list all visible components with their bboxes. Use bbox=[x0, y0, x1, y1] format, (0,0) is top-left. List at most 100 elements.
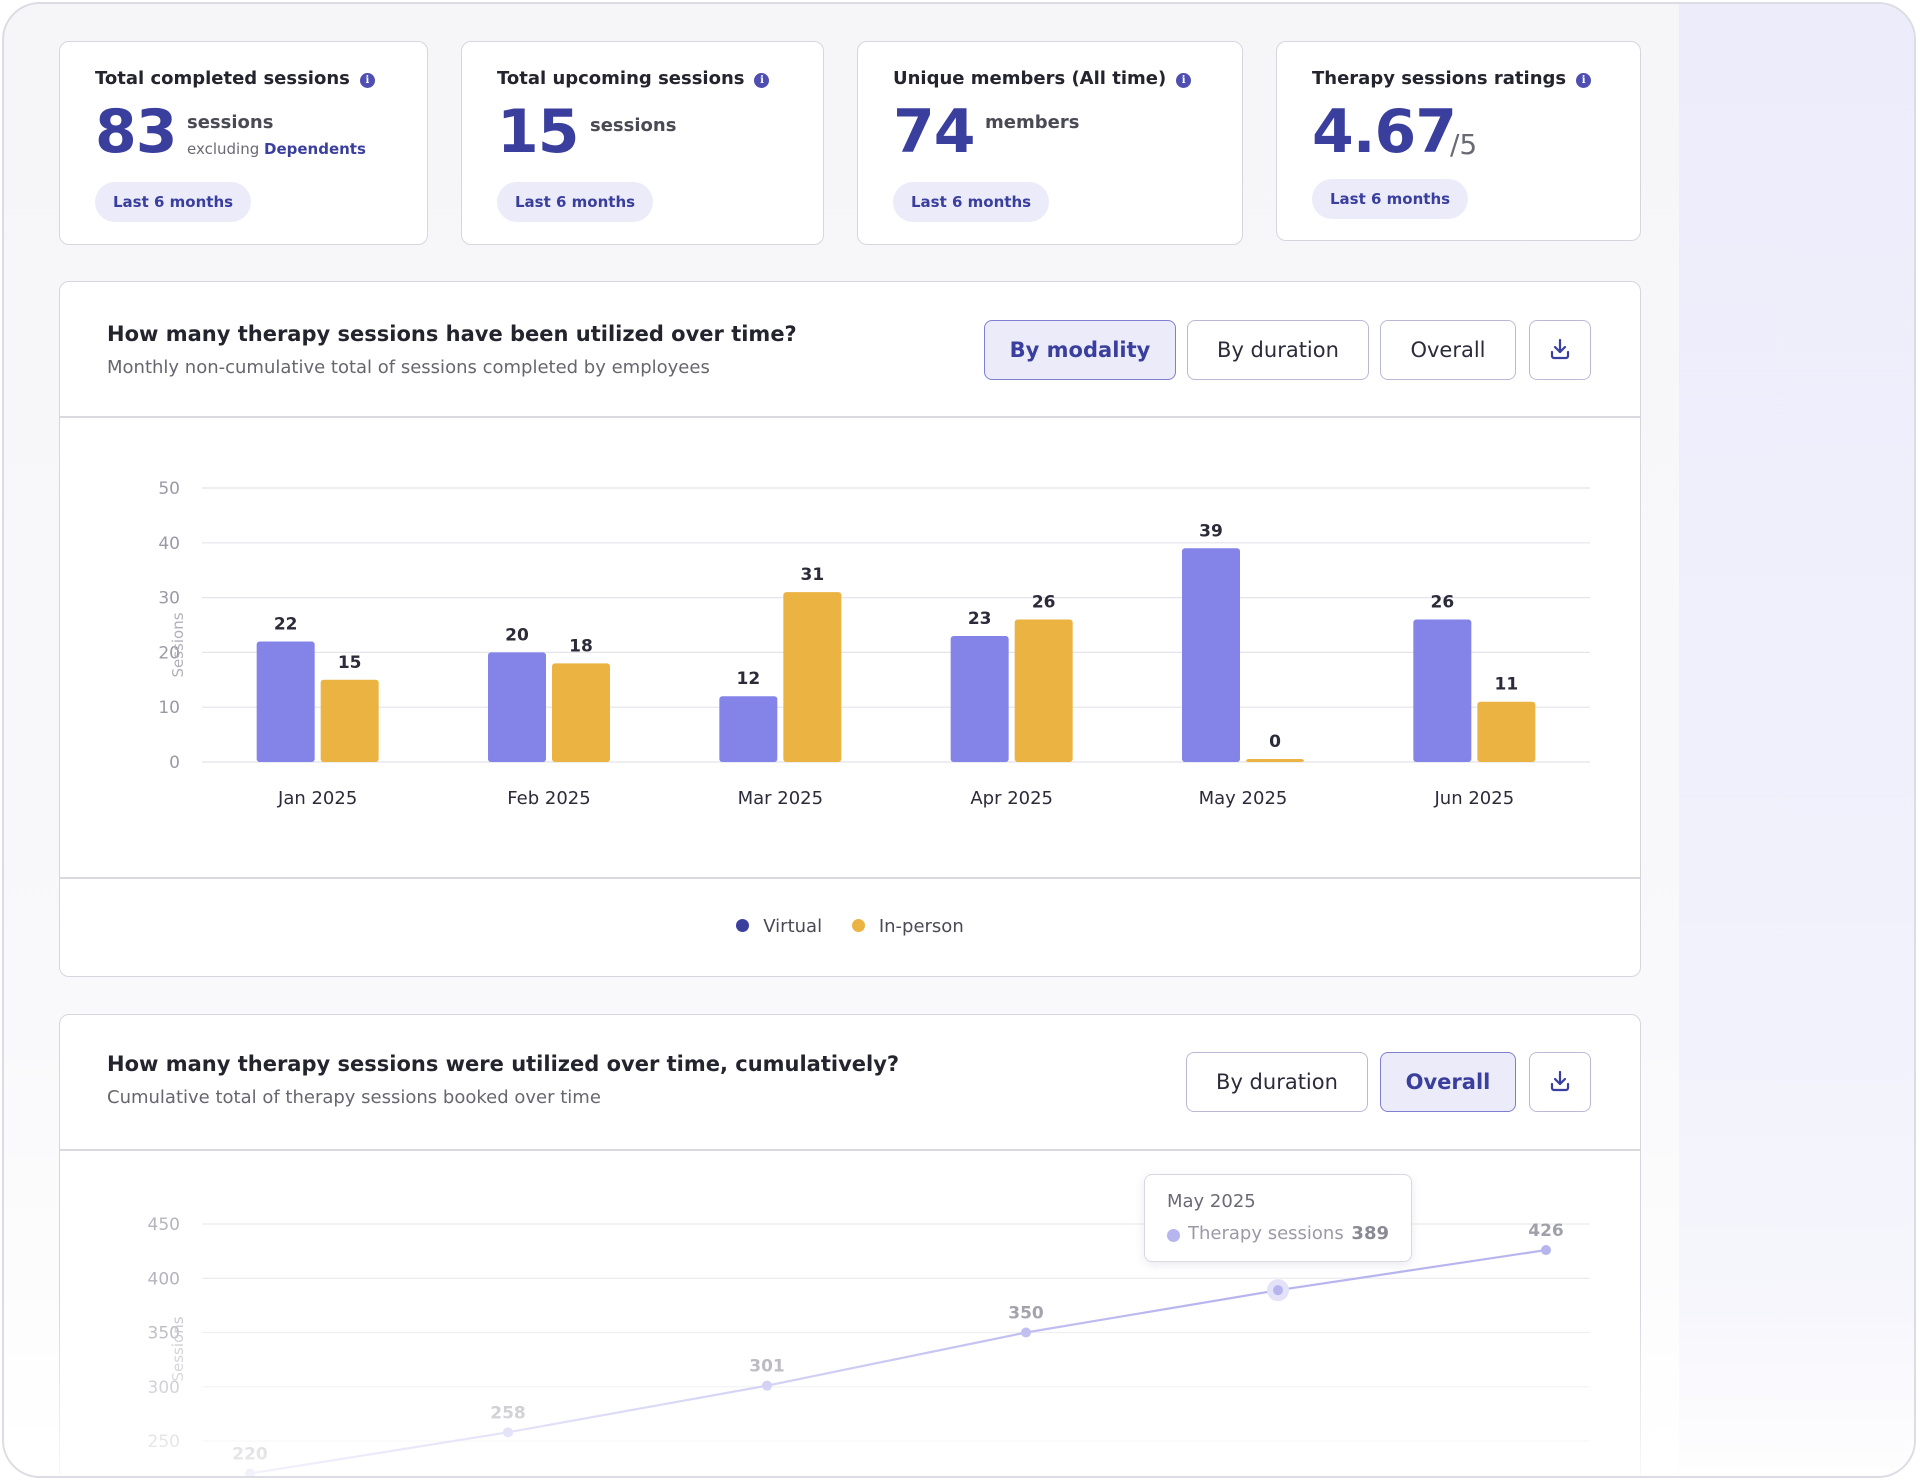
download-button[interactable] bbox=[1529, 320, 1591, 380]
x-tick-label: Mar 2025 bbox=[738, 788, 824, 809]
bar-virtual bbox=[488, 652, 546, 762]
panel-divider bbox=[60, 1149, 1640, 1151]
data-label: 39 bbox=[1199, 521, 1223, 541]
legend-item-virtual[interactable]: Virtual bbox=[736, 916, 822, 937]
bar-in-person bbox=[1477, 701, 1536, 762]
chart-legend: Virtual In-person bbox=[60, 916, 1640, 937]
info-icon[interactable]: i bbox=[754, 73, 770, 88]
bar-virtual bbox=[1182, 548, 1240, 762]
stat-unit: members bbox=[985, 112, 1080, 133]
stat-subtext: excluding Dependents bbox=[187, 140, 366, 158]
data-label: 18 bbox=[569, 636, 593, 656]
panel-divider bbox=[60, 416, 1640, 418]
data-label: 12 bbox=[736, 669, 760, 689]
data-label: 26 bbox=[1032, 593, 1056, 613]
data-label: 258 bbox=[490, 1403, 526, 1423]
by-duration-button[interactable]: By duration bbox=[1187, 320, 1369, 380]
download-icon bbox=[1550, 338, 1570, 360]
bar-chart: 0 10 20 30 40 50 Sessions 22 15 Jan 2025 20 18 Feb 2… bbox=[158, 479, 1590, 809]
overall-button[interactable]: Overall bbox=[1380, 1052, 1516, 1112]
y-tick-label: 450 bbox=[148, 1215, 180, 1235]
stat-unit: sessions bbox=[590, 115, 677, 136]
y-tick-label: 50 bbox=[158, 479, 180, 499]
x-tick-label: Apr 2025 bbox=[970, 788, 1053, 809]
panel-subtitle: Monthly non-cumulative total of sessions… bbox=[107, 357, 710, 378]
data-label: 426 bbox=[1528, 1221, 1564, 1241]
stat-value: 74 bbox=[893, 97, 975, 167]
bar-in-person bbox=[1246, 759, 1304, 762]
data-label: 301 bbox=[749, 1357, 785, 1377]
time-range-pill[interactable]: Last 6 months bbox=[497, 182, 654, 222]
tooltip-label: Therapy sessions bbox=[1188, 1223, 1344, 1244]
stat-unit: /5 bbox=[1450, 128, 1478, 161]
y-tick-label: 20 bbox=[158, 643, 180, 663]
stat-card-upcoming-sessions: Total upcoming sessions i 15 sessions Las… bbox=[461, 41, 824, 245]
stat-title: Total completed sessions i bbox=[95, 68, 375, 89]
info-icon[interactable]: i bbox=[359, 73, 375, 88]
bar-virtual bbox=[1413, 619, 1472, 762]
x-tick-label: Feb 2025 bbox=[507, 788, 590, 809]
bar-virtual bbox=[950, 635, 1009, 762]
time-range-pill[interactable]: Last 6 months bbox=[95, 182, 252, 222]
tooltip-value: 389 bbox=[1351, 1223, 1389, 1244]
bar-virtual bbox=[719, 696, 778, 762]
stat-title: Unique members (All time) i bbox=[893, 68, 1192, 89]
stat-card-unique-members: Unique members (All time) i 74 members La… bbox=[857, 41, 1243, 245]
data-label: 20 bbox=[505, 625, 529, 645]
bar-in-person bbox=[1014, 619, 1073, 762]
series-line bbox=[249, 1248, 1547, 1475]
data-point bbox=[245, 1468, 255, 1476]
download-icon bbox=[1550, 1070, 1570, 1092]
x-tick-label: May 2025 bbox=[1199, 788, 1288, 809]
y-tick-label: 30 bbox=[158, 589, 180, 609]
panel-title: How many therapy sessions have been util… bbox=[107, 322, 797, 346]
info-icon[interactable]: i bbox=[1576, 73, 1592, 88]
time-range-pill[interactable]: Last 6 months bbox=[1312, 179, 1469, 219]
stat-card-completed-sessions: Total completed sessions i 83 sessions ex… bbox=[59, 41, 428, 245]
legend-dot bbox=[851, 919, 865, 932]
y-tick-label: 0 bbox=[169, 753, 180, 773]
stat-value: 15 bbox=[497, 97, 579, 167]
by-modality-button[interactable]: By modality bbox=[984, 320, 1176, 380]
tooltip-series-dot bbox=[1167, 1229, 1180, 1242]
panel-subtitle: Cumulative total of therapy sessions boo… bbox=[107, 1087, 601, 1108]
y-tick-label: 40 bbox=[158, 534, 180, 554]
chart-tooltip: May 2025 Therapy sessions 389 bbox=[1144, 1174, 1412, 1262]
data-point bbox=[762, 1380, 772, 1391]
stat-title: Total upcoming sessions i bbox=[497, 68, 770, 89]
legend-item-in-person[interactable]: In-person bbox=[851, 916, 964, 937]
panel-title: How many therapy sessions were utilized … bbox=[107, 1052, 900, 1076]
tooltip-title: May 2025 bbox=[1167, 1191, 1256, 1212]
bar-in-person bbox=[783, 592, 842, 762]
data-label: 0 bbox=[1269, 732, 1281, 752]
data-label: 11 bbox=[1494, 675, 1518, 695]
legend-label: In-person bbox=[878, 916, 964, 937]
stat-title: Therapy sessions ratings i bbox=[1312, 68, 1592, 89]
y-tick-label: 400 bbox=[148, 1269, 180, 1289]
bar-virtual bbox=[256, 641, 315, 762]
download-button[interactable] bbox=[1529, 1052, 1591, 1112]
bar-in-person bbox=[552, 663, 610, 762]
time-range-pill[interactable]: Last 6 months bbox=[893, 182, 1050, 222]
y-axis-label: Sessions bbox=[169, 1316, 187, 1381]
y-tick-label: 10 bbox=[158, 698, 180, 718]
info-icon[interactable]: i bbox=[1176, 73, 1192, 88]
y-axis-label: Sessions bbox=[169, 612, 187, 677]
x-tick-label: Jan 2025 bbox=[277, 788, 357, 809]
data-label: 23 bbox=[968, 609, 992, 629]
stat-card-ratings: Therapy sessions ratings i 4.67 /5 Last 6… bbox=[1276, 41, 1641, 241]
legend-label: Virtual bbox=[763, 916, 823, 937]
data-label: 22 bbox=[274, 614, 298, 634]
panel-divider bbox=[60, 877, 1640, 879]
data-label: 220 bbox=[232, 1445, 268, 1465]
dependents-link[interactable]: Dependents bbox=[264, 140, 366, 158]
overall-button[interactable]: Overall bbox=[1380, 320, 1516, 380]
data-label: 31 bbox=[800, 565, 824, 585]
x-tick-label: Jun 2025 bbox=[1434, 788, 1515, 809]
data-label: 350 bbox=[1008, 1304, 1044, 1324]
by-duration-button[interactable]: By duration bbox=[1186, 1052, 1368, 1112]
data-point bbox=[1273, 1285, 1283, 1296]
legend-dot bbox=[736, 919, 750, 932]
data-label: 26 bbox=[1430, 593, 1454, 613]
